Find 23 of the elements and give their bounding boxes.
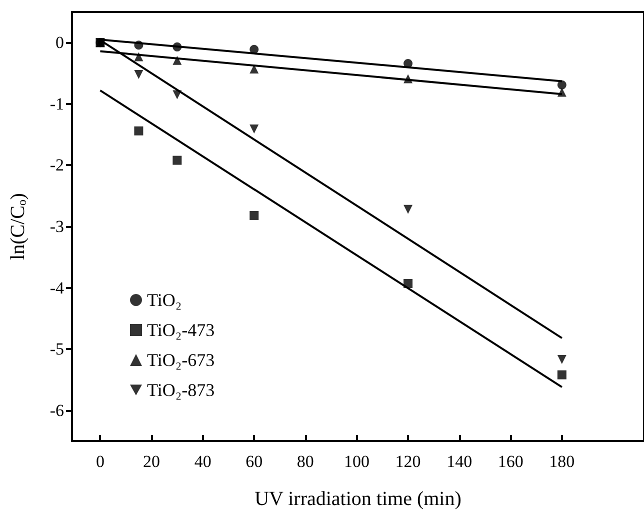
y-tick-label: -4 [50, 278, 64, 298]
y-tick-label: -6 [50, 400, 64, 420]
legend-label: TiO₂-673 [147, 350, 215, 370]
x-tick-label: 100 [344, 452, 370, 471]
y-tick-label: -2 [50, 156, 64, 175]
legend-label: TiO₂-873 [147, 380, 215, 400]
y-axis-title: ln(C/Cₒ) [7, 193, 29, 260]
x-tick-label: 80 [296, 452, 314, 471]
x-tick-label: 0 [96, 452, 104, 471]
x-tick-label: 140 [446, 452, 472, 471]
y-tick-label: -3 [50, 217, 64, 236]
y-tick-label: 0 [56, 33, 64, 52]
x-axis-title: UV irradiation time (min) [254, 488, 462, 510]
x-tick-label: 180 [549, 452, 575, 471]
y-tick-label: -5 [50, 340, 64, 359]
legend-label: TiO₂-473 [147, 320, 215, 340]
x-tick-label: 40 [194, 452, 212, 471]
y-tick-label: -1 [50, 94, 64, 114]
x-tick-label: 60 [246, 452, 263, 471]
x-tick-label: 20 [143, 452, 160, 471]
legend-label: TiO₂ [147, 290, 182, 310]
x-tick-label: 120 [395, 452, 421, 471]
x-tick-label: 160 [498, 452, 524, 471]
